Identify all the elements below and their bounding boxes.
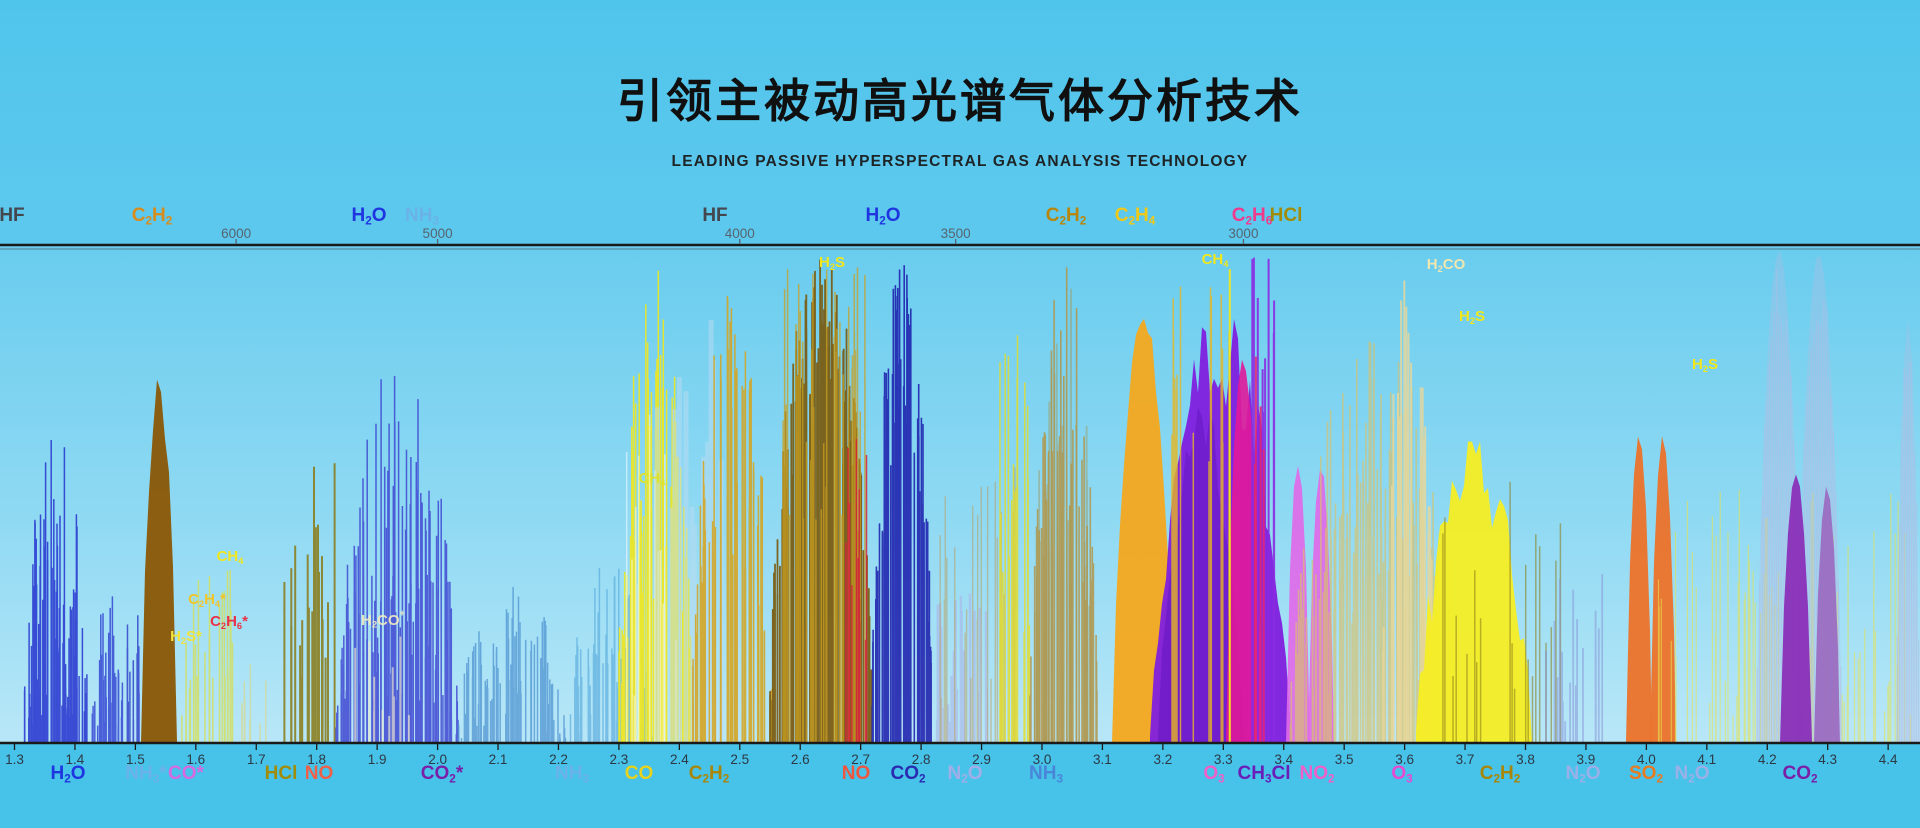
band-hcl-olive-spikes — [283, 463, 336, 743]
band-co2-peri-c — [1896, 319, 1920, 743]
band-co2-purple-core-a — [1780, 474, 1812, 743]
band-h2co-cream — [354, 636, 410, 743]
page-title: 引领主被动高光谱气体分析技术 — [617, 75, 1303, 127]
band-co2-purple-core-b — [1814, 486, 1840, 743]
band-olive-right — [1442, 481, 1562, 743]
band-gold-overlay — [782, 267, 866, 743]
band-h2o-indigo — [335, 375, 459, 743]
band-h2o-blue-b — [91, 596, 124, 743]
below-axis-background — [0, 744, 1920, 828]
band-ch4-tan-tall — [1029, 267, 1098, 743]
band-no-crimson — [845, 439, 868, 743]
band-so2-orange-b — [1650, 436, 1676, 743]
band-crimson-spike — [1253, 356, 1265, 743]
band-co2-steel — [457, 586, 567, 743]
band-h2o-blue-c — [126, 615, 140, 743]
band-nh3-teal — [569, 567, 653, 743]
band-h2o-blue-a — [23, 440, 88, 743]
page-subtitle: LEADING PASSIVE HYPERSPECTRAL GAS ANALYS… — [671, 153, 1249, 170]
band-yellow-sparse-right — [1657, 489, 1911, 743]
band-gold-mid — [692, 295, 773, 743]
band-n2o-pale-indigo — [1545, 574, 1604, 743]
band-amber-peaks — [1112, 318, 1174, 743]
band-small-yellow — [241, 664, 267, 743]
band-ch4-yellowgreen — [181, 569, 234, 743]
band-c2h2-brown-block — [141, 379, 177, 743]
band-gold-in-purple — [1171, 286, 1230, 743]
band-h2co-cream-peaks — [1382, 280, 1433, 743]
band-co2-navy — [871, 265, 932, 743]
band-so2-orange-a — [1626, 436, 1652, 743]
band-nh3-yellow-pre — [999, 335, 1031, 743]
